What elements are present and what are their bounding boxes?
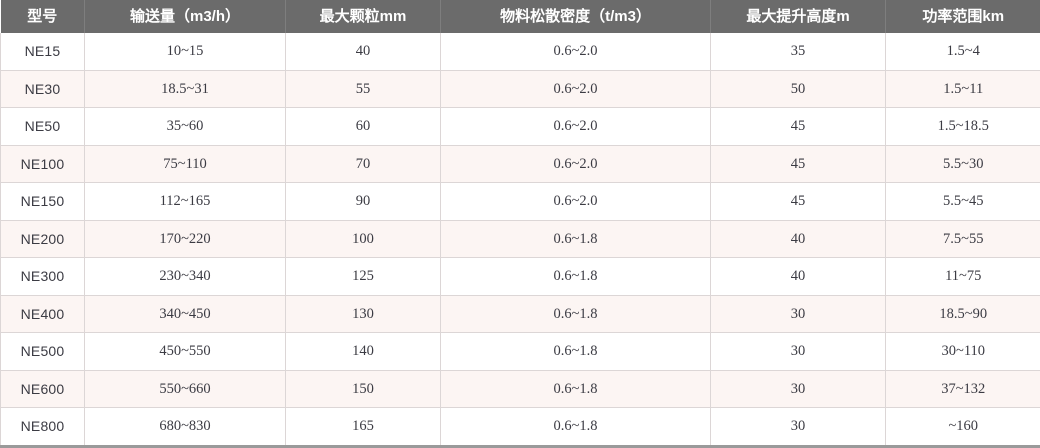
cell-capacity: 75~110 [85,145,286,183]
cell-bulk-density: 0.6~2.0 [441,108,711,146]
cell-max-lift-height: 45 [711,183,886,221]
cell-model: NE600 [1,370,85,408]
cell-power-range: 5.5~30 [886,145,1040,183]
cell-max-particle: 100 [286,220,441,258]
cell-power-range: 1.5~11 [886,70,1040,108]
cell-max-lift-height: 50 [711,70,886,108]
cell-bulk-density: 0.6~1.8 [441,295,711,333]
cell-model: NE150 [1,183,85,221]
cell-max-particle: 90 [286,183,441,221]
cell-bulk-density: 0.6~1.8 [441,258,711,296]
cell-model: NE30 [1,70,85,108]
cell-max-lift-height: 35 [711,33,886,70]
table-header: 型号 输送量（m3/h） 最大颗粒mm 物料松散密度（t/m3） 最大提升高度m… [1,0,1040,33]
cell-max-lift-height: 40 [711,220,886,258]
cell-power-range: 18.5~90 [886,295,1040,333]
cell-bulk-density: 0.6~1.8 [441,333,711,371]
cell-capacity: 10~15 [85,33,286,70]
cell-power-range: 30~110 [886,333,1040,371]
cell-power-range: ~160 [886,408,1040,447]
cell-model: NE100 [1,145,85,183]
cell-max-particle: 140 [286,333,441,371]
cell-max-particle: 70 [286,145,441,183]
cell-bulk-density: 0.6~2.0 [441,183,711,221]
column-header-bulk-density: 物料松散密度（t/m3） [441,0,711,33]
cell-model: NE800 [1,408,85,447]
cell-capacity: 450~550 [85,333,286,371]
column-header-max-lift-height: 最大提升高度m [711,0,886,33]
cell-power-range: 7.5~55 [886,220,1040,258]
cell-capacity: 35~60 [85,108,286,146]
cell-max-lift-height: 30 [711,295,886,333]
cell-max-lift-height: 30 [711,408,886,447]
cell-model: NE300 [1,258,85,296]
cell-max-particle: 150 [286,370,441,408]
cell-capacity: 340~450 [85,295,286,333]
column-header-power-range: 功率范围km [886,0,1040,33]
cell-power-range: 37~132 [886,370,1040,408]
cell-max-particle: 130 [286,295,441,333]
cell-model: NE200 [1,220,85,258]
cell-max-particle: 125 [286,258,441,296]
cell-power-range: 1.5~18.5 [886,108,1040,146]
cell-power-range: 11~75 [886,258,1040,296]
column-header-model: 型号 [1,0,85,33]
cell-model: NE50 [1,108,85,146]
cell-bulk-density: 0.6~1.8 [441,220,711,258]
cell-model: NE500 [1,333,85,371]
cell-max-lift-height: 45 [711,108,886,146]
spec-table-container: 型号 输送量（m3/h） 最大颗粒mm 物料松散密度（t/m3） 最大提升高度m… [0,0,1040,435]
table-header-row: 型号 输送量（m3/h） 最大颗粒mm 物料松散密度（t/m3） 最大提升高度m… [1,0,1040,33]
cell-capacity: 170~220 [85,220,286,258]
cell-max-lift-height: 30 [711,370,886,408]
cell-capacity: 680~830 [85,408,286,447]
column-header-capacity: 输送量（m3/h） [85,0,286,33]
cell-model: NE400 [1,295,85,333]
cell-model: NE15 [1,33,85,70]
cell-power-range: 1.5~4 [886,33,1040,70]
cell-bulk-density: 0.6~2.0 [441,145,711,183]
cell-bulk-density: 0.6~2.0 [441,70,711,108]
cell-max-particle: 55 [286,70,441,108]
cell-bulk-density: 0.6~1.8 [441,408,711,447]
cell-capacity: 112~165 [85,183,286,221]
cell-capacity: 550~660 [85,370,286,408]
cell-capacity: 230~340 [85,258,286,296]
column-header-max-particle: 最大颗粒mm [286,0,441,33]
cell-bulk-density: 0.6~1.8 [441,370,711,408]
cell-capacity: 18.5~31 [85,70,286,108]
cell-power-range: 5.5~45 [886,183,1040,221]
cell-max-lift-height: 30 [711,333,886,371]
cell-max-particle: 40 [286,33,441,70]
cell-max-particle: 165 [286,408,441,447]
cell-bulk-density: 0.6~2.0 [441,33,711,70]
cell-max-lift-height: 40 [711,258,886,296]
cell-max-lift-height: 45 [711,145,886,183]
cell-max-particle: 60 [286,108,441,146]
